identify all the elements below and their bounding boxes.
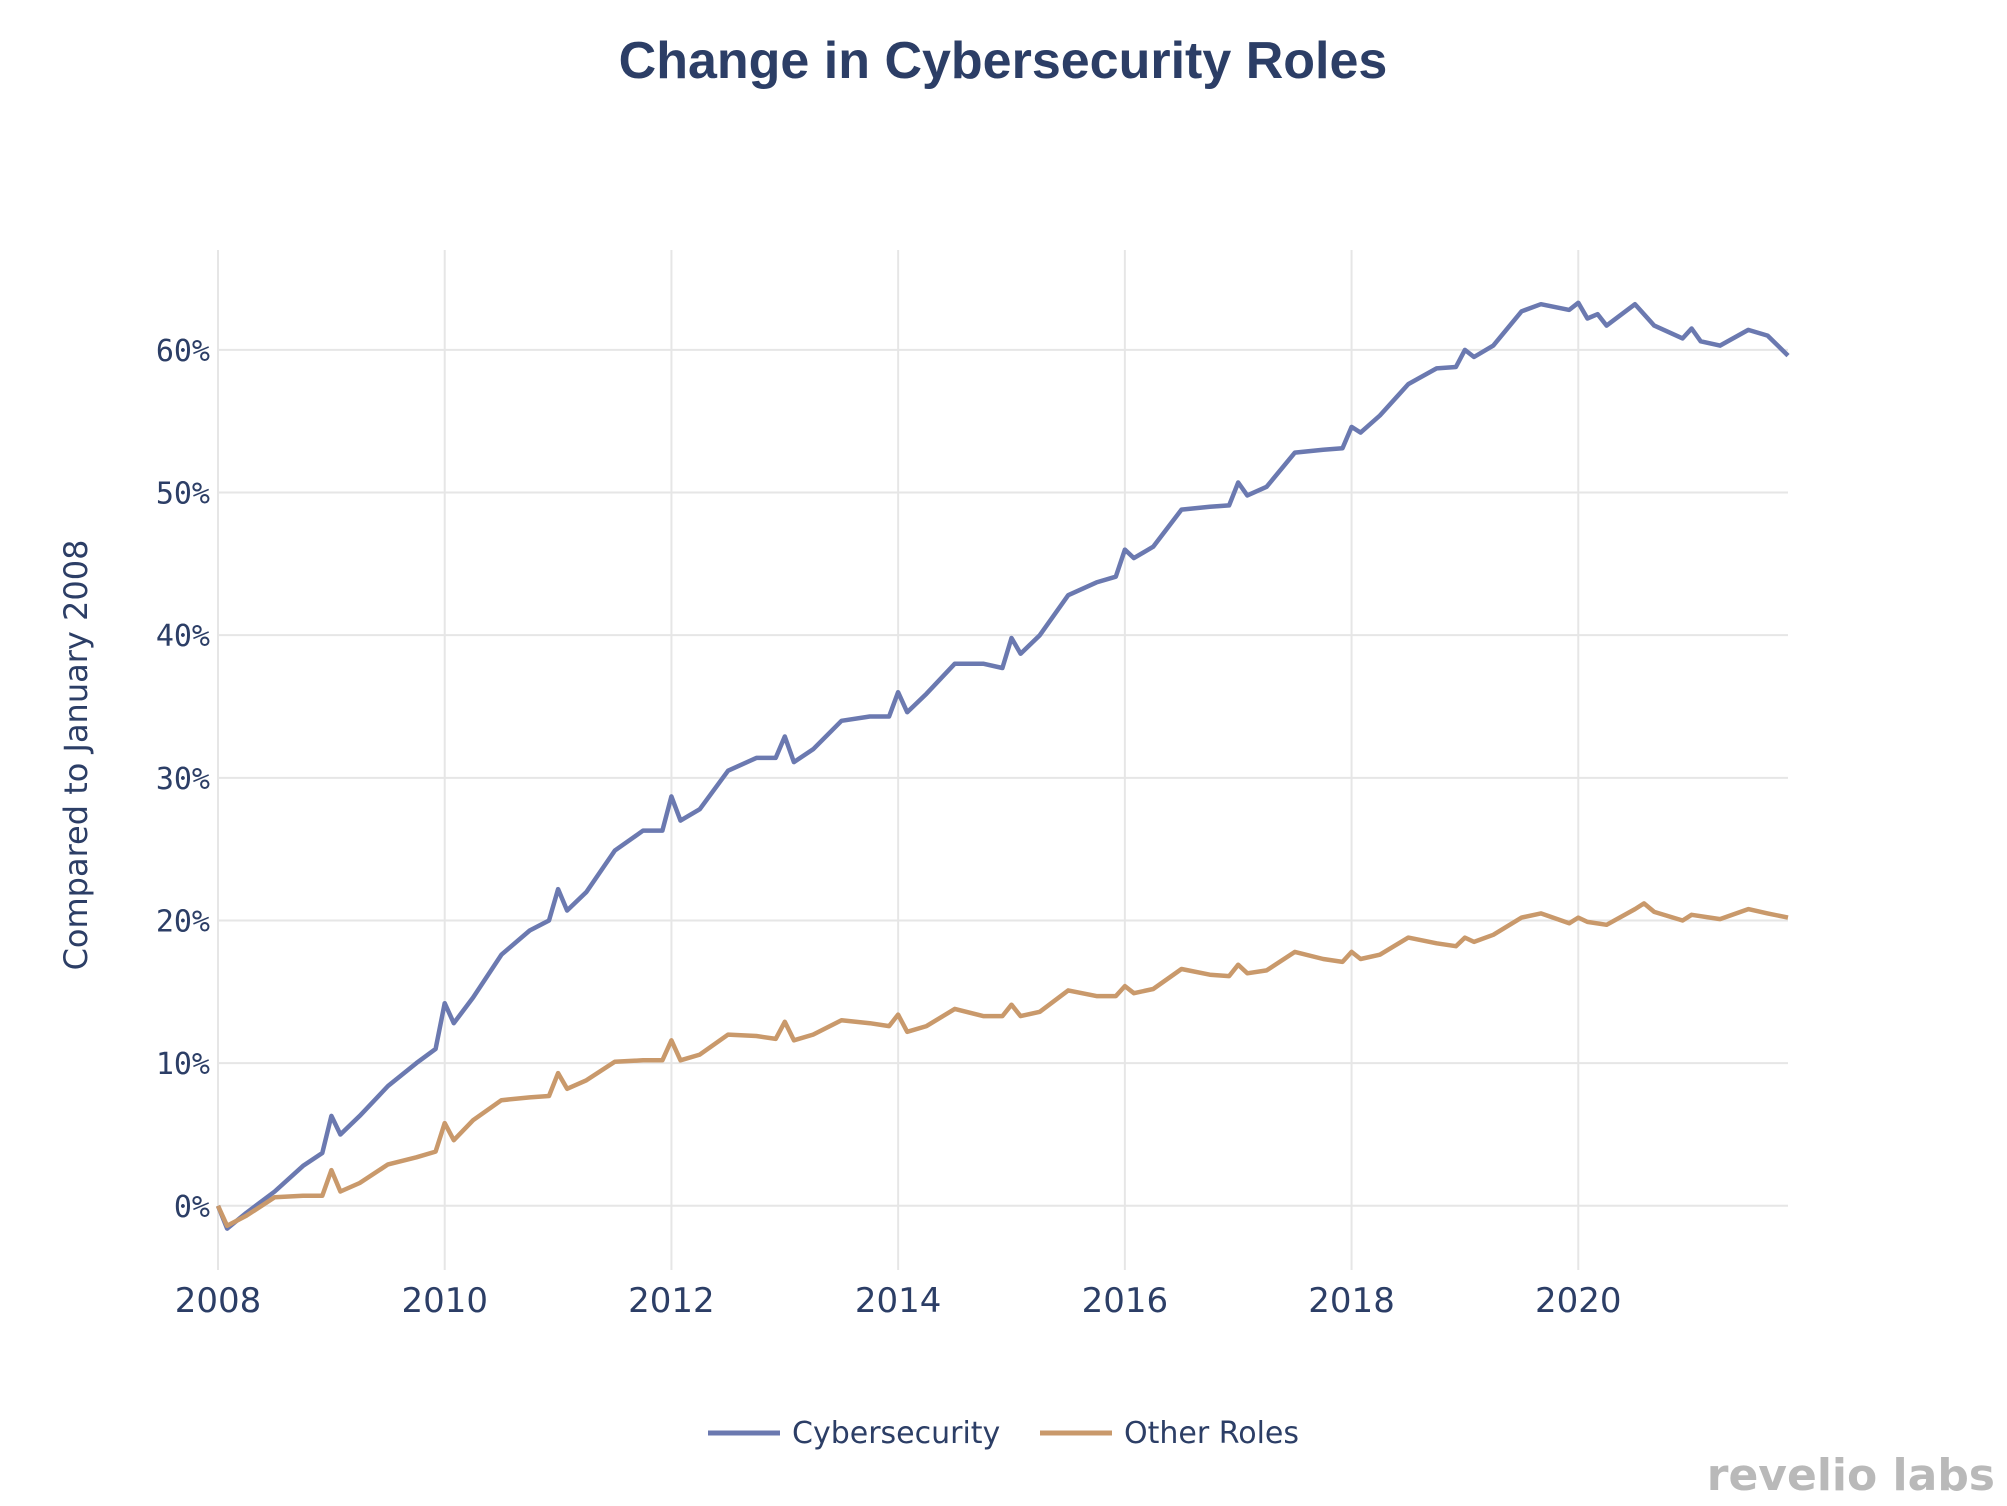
y-tick-labels: 0% 10% 20% 30% 40% 50% 60% <box>156 334 210 1225</box>
y-tick-label-60: 60% <box>156 334 210 369</box>
y-tick-label-50: 50% <box>156 477 210 512</box>
y-tick-label-0: 0% <box>174 1190 210 1225</box>
chart-title: Change in Cybersecurity Roles <box>619 32 1388 90</box>
y-tick-label-40: 40% <box>156 619 210 654</box>
y-gridlines <box>218 348 1788 1207</box>
series-line-cybersecurity <box>215 300 1790 1231</box>
x-tick-label-2010: 2010 <box>401 1281 488 1321</box>
x-tick-labels: 2008 2010 2012 2014 2016 2018 2020 <box>175 1281 1622 1321</box>
legend-label-cybersecurity: Cybersecurity <box>792 1416 1000 1451</box>
x-tick-label-2008: 2008 <box>175 1281 262 1321</box>
y-tick-label-20: 20% <box>156 904 210 939</box>
x-tick-label-2018: 2018 <box>1308 1281 1395 1321</box>
legend: Cybersecurity Other Roles <box>708 1416 1299 1451</box>
legend-label-other-roles: Other Roles <box>1124 1416 1299 1451</box>
y-axis-label: Compared to January 2008 <box>57 540 95 971</box>
series-line-other-roles <box>215 901 1789 1229</box>
series-lines <box>215 300 1790 1231</box>
x-tick-label-2012: 2012 <box>628 1281 715 1321</box>
x-tick-label-2020: 2020 <box>1535 1281 1622 1321</box>
x-gridlines <box>217 250 1580 1270</box>
x-tick-label-2014: 2014 <box>855 1281 942 1321</box>
revelio-labs-logo: revelio labs <box>1707 1450 1995 1501</box>
y-tick-label-30: 30% <box>156 762 210 797</box>
x-tick-label-2016: 2016 <box>1082 1281 1169 1321</box>
y-tick-label-10: 10% <box>156 1047 210 1082</box>
